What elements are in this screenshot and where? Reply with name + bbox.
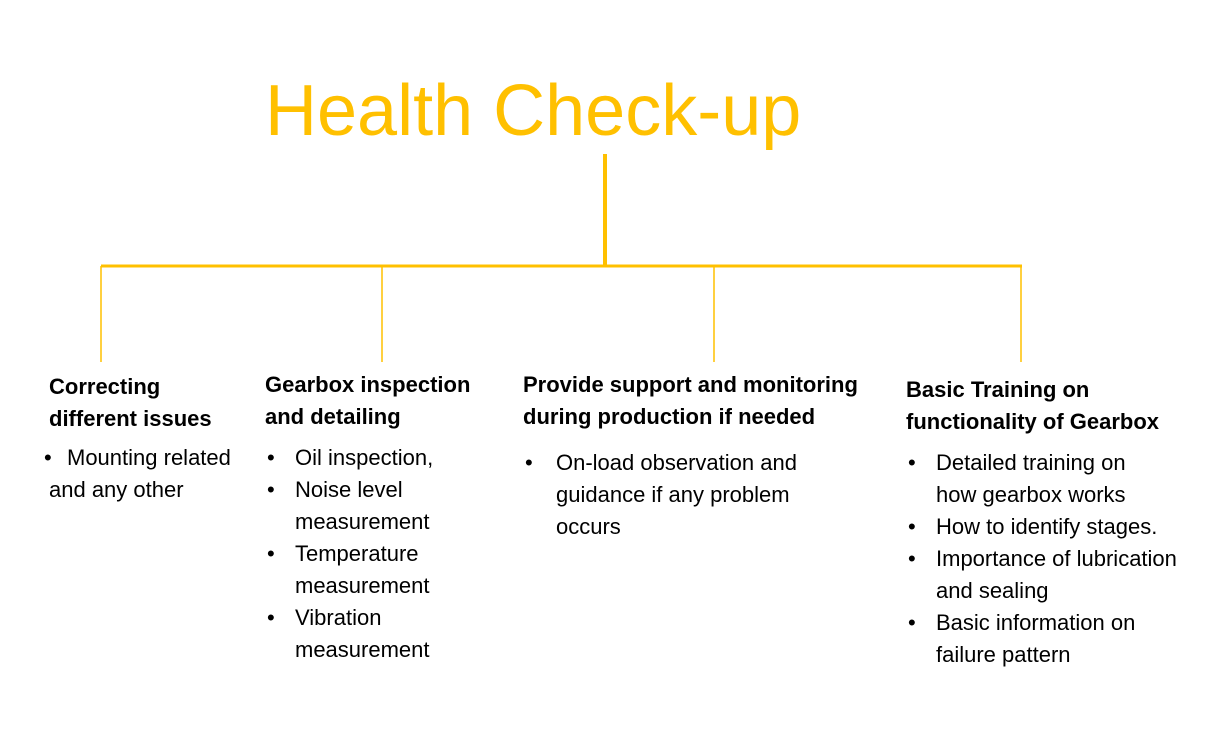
list-item-text: Detailed training on how gearbox works <box>936 450 1126 507</box>
list-item-text: How to identify stages. <box>936 514 1158 539</box>
branch-title-line: during production if needed <box>523 404 816 429</box>
list-item: Vibration measurement <box>265 602 485 666</box>
list-item-text: Oil inspection, <box>295 445 434 470</box>
branch-correcting-issues: Correcting different issues Mounting rel… <box>44 371 269 506</box>
list-item: Basic information on failure pattern <box>906 607 1176 671</box>
list-item: Detailed training on how gearbox works <box>906 447 1166 511</box>
branch-gearbox-inspection: Gearbox inspection and detailing Oil ins… <box>265 369 505 666</box>
list-item-text: On-load observation and guidance if any … <box>556 450 797 539</box>
branch-title-line: Provide support and monitoring <box>523 372 858 397</box>
list-item-text: Basic information on failure pattern <box>936 610 1136 667</box>
list-item: Importance of lubrication and sealing <box>906 543 1196 607</box>
list-item-text: Noise level measurement <box>295 477 430 534</box>
list-item: Mounting related <box>42 442 269 474</box>
list-item-continuation: and any other <box>49 477 184 502</box>
branch-title-line: Gearbox inspection <box>265 372 471 397</box>
branch-title-line: different issues <box>49 406 212 431</box>
list-item-text: Temperature measurement <box>295 541 430 598</box>
branch-title: Correcting different issues <box>49 371 269 435</box>
branch-title: Gearbox inspection and detailing <box>265 369 505 433</box>
branch-title-line: and detailing <box>265 404 401 429</box>
list-item: How to identify stages. <box>906 511 1201 543</box>
list-item: Oil inspection, <box>265 442 505 474</box>
list-item: Noise level measurement <box>265 474 485 538</box>
list-item-text: Mounting related <box>67 445 231 470</box>
branch-title-line: functionality of Gearbox <box>906 409 1160 434</box>
branch-item-list: On-load observation and guidance if any … <box>523 447 893 543</box>
diagram-title: Health Check-up <box>265 71 802 151</box>
branch-support-monitoring: Provide support and monitoring during pr… <box>523 369 893 543</box>
list-item: Temperature measurement <box>265 538 485 602</box>
branch-item-list: Detailed training on how gearbox works H… <box>906 447 1201 671</box>
branch-title-line: Basic Training on <box>906 377 1090 402</box>
branch-item-list: Oil inspection, Noise level measurement … <box>265 442 505 666</box>
branch-basic-training: Basic Training on functionality of Gearb… <box>906 374 1201 671</box>
branch-title-line: Correcting <box>49 374 161 399</box>
branch-title: Provide support and monitoring during pr… <box>523 369 893 433</box>
branch-item-list: Mounting related <box>42 442 269 474</box>
list-item-text: Vibration measurement <box>295 605 430 662</box>
list-item: On-load observation and guidance if any … <box>523 447 856 543</box>
branch-title: Basic Training on functionality of Gearb… <box>906 374 1201 438</box>
list-item-text: Importance of lubrication and sealing <box>936 546 1177 603</box>
